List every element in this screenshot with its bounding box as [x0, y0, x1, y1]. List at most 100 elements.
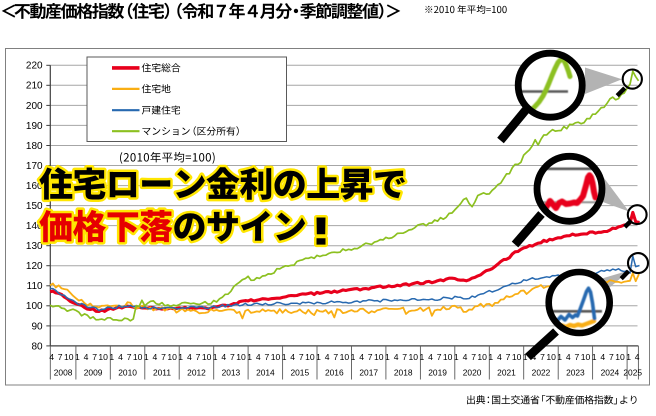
svg-text:2009: 2009 — [84, 368, 103, 378]
svg-text:2025: 2025 — [623, 368, 642, 378]
svg-text:110: 110 — [27, 281, 43, 292]
svg-text:7: 7 — [196, 352, 201, 362]
svg-text:2023: 2023 — [566, 368, 585, 378]
svg-text:1: 1 — [282, 352, 287, 362]
svg-text:10: 10 — [615, 352, 625, 362]
svg-text:7: 7 — [161, 352, 166, 362]
svg-text:4: 4 — [325, 352, 330, 362]
svg-text:2008: 2008 — [54, 368, 73, 378]
svg-text:2022: 2022 — [532, 368, 551, 378]
svg-text:7: 7 — [127, 352, 132, 362]
svg-text:120: 120 — [26, 261, 43, 272]
svg-text:1: 1 — [592, 352, 597, 362]
svg-text:2013: 2013 — [222, 368, 241, 378]
svg-text:130: 130 — [26, 241, 43, 252]
svg-text:2011: 2011 — [153, 368, 171, 378]
svg-text:210: 210 — [26, 81, 43, 92]
svg-text:7: 7 — [230, 352, 235, 362]
svg-text:1: 1 — [420, 352, 425, 362]
svg-text:7: 7 — [471, 352, 476, 362]
svg-text:1: 1 — [626, 352, 631, 362]
svg-text:7: 7 — [299, 352, 304, 362]
svg-text:2019: 2019 — [428, 368, 447, 378]
svg-text:1: 1 — [351, 352, 356, 362]
svg-text:10: 10 — [443, 352, 453, 362]
svg-text:4: 4 — [463, 352, 468, 362]
svg-text:190: 190 — [26, 121, 43, 132]
svg-text:2024: 2024 — [601, 368, 620, 378]
svg-text:170: 170 — [26, 161, 43, 172]
svg-text:4: 4 — [635, 352, 640, 362]
svg-text:4: 4 — [221, 352, 226, 362]
svg-text:7: 7 — [402, 352, 407, 362]
svg-text:4: 4 — [187, 352, 192, 362]
svg-text:10: 10 — [133, 352, 143, 362]
svg-text:2010: 2010 — [118, 368, 137, 378]
svg-text:2016: 2016 — [325, 368, 344, 378]
svg-text:7: 7 — [506, 352, 511, 362]
svg-text:10: 10 — [512, 352, 522, 362]
svg-text:1: 1 — [385, 352, 390, 362]
svg-text:1: 1 — [75, 352, 80, 362]
svg-text:7: 7 — [58, 352, 63, 362]
svg-text:200: 200 — [26, 101, 43, 112]
svg-text:100: 100 — [26, 301, 43, 312]
svg-text:4: 4 — [566, 352, 571, 362]
svg-text:1: 1 — [523, 352, 528, 362]
svg-text:10: 10 — [409, 352, 419, 362]
svg-text:10: 10 — [340, 352, 350, 362]
svg-text:1: 1 — [109, 352, 114, 362]
svg-text:1: 1 — [557, 352, 562, 362]
svg-text:2012: 2012 — [187, 368, 206, 378]
svg-text:4: 4 — [118, 352, 123, 362]
svg-text:7: 7 — [575, 352, 580, 362]
svg-text:80: 80 — [31, 341, 43, 352]
svg-text:90: 90 — [31, 321, 43, 332]
svg-text:4: 4 — [428, 352, 433, 362]
svg-text:4: 4 — [600, 352, 605, 362]
svg-text:4: 4 — [290, 352, 295, 362]
svg-text:1: 1 — [178, 352, 183, 362]
svg-text:10: 10 — [236, 352, 246, 362]
svg-text:1: 1 — [454, 352, 459, 362]
svg-text:7: 7 — [437, 352, 442, 362]
svg-text:10: 10 — [64, 352, 74, 362]
svg-text:10: 10 — [305, 352, 315, 362]
svg-text:160: 160 — [26, 181, 43, 192]
svg-text:2017: 2017 — [359, 368, 378, 378]
svg-text:2018: 2018 — [394, 368, 413, 378]
svg-text:7: 7 — [609, 352, 614, 362]
svg-text:220: 220 — [26, 61, 43, 72]
svg-text:10: 10 — [477, 352, 487, 362]
svg-text:4: 4 — [394, 352, 399, 362]
svg-text:10: 10 — [202, 352, 212, 362]
svg-text:150: 150 — [26, 201, 43, 212]
svg-text:7: 7 — [368, 352, 373, 362]
svg-text:4: 4 — [359, 352, 364, 362]
svg-text:1: 1 — [316, 352, 321, 362]
svg-text:4: 4 — [256, 352, 261, 362]
svg-text:10: 10 — [581, 352, 591, 362]
svg-text:2021: 2021 — [497, 368, 516, 378]
svg-text:10: 10 — [374, 352, 384, 362]
svg-text:7: 7 — [92, 352, 97, 362]
svg-text:10: 10 — [546, 352, 556, 362]
svg-text:2020: 2020 — [463, 368, 482, 378]
svg-text:1: 1 — [488, 352, 493, 362]
svg-text:10: 10 — [98, 352, 108, 362]
svg-text:7: 7 — [265, 352, 270, 362]
svg-text:10: 10 — [167, 352, 177, 362]
svg-text:4: 4 — [84, 352, 89, 362]
svg-text:7: 7 — [540, 352, 545, 362]
svg-text:1: 1 — [213, 352, 218, 362]
svg-text:180: 180 — [26, 141, 43, 152]
svg-text:7: 7 — [333, 352, 338, 362]
svg-text:1: 1 — [144, 352, 149, 362]
svg-text:1: 1 — [247, 352, 252, 362]
svg-text:4: 4 — [497, 352, 502, 362]
svg-text:140: 140 — [26, 221, 43, 232]
svg-text:2014: 2014 — [256, 368, 275, 378]
svg-text:4: 4 — [49, 352, 54, 362]
svg-text:2015: 2015 — [290, 368, 309, 378]
svg-text:10: 10 — [271, 352, 281, 362]
